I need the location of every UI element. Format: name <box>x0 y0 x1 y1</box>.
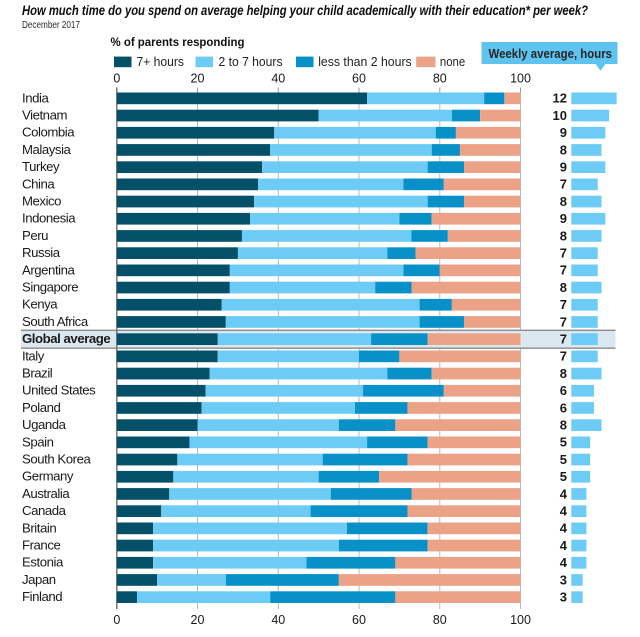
svg-text:Australia: Australia <box>22 486 70 501</box>
svg-text:7: 7 <box>560 349 567 364</box>
svg-text:Colombia: Colombia <box>22 125 75 140</box>
svg-text:Japan: Japan <box>22 572 56 587</box>
svg-text:Finland: Finland <box>22 589 62 604</box>
svg-text:8: 8 <box>560 366 567 381</box>
svg-text:How much time do you spend on: How much time do you spend on average he… <box>22 3 588 18</box>
svg-text:Estonia: Estonia <box>22 555 64 570</box>
svg-text:0: 0 <box>113 613 120 627</box>
svg-text:France: France <box>22 538 60 553</box>
svg-text:20: 20 <box>191 72 205 86</box>
svg-text:Global average: Global average <box>22 331 110 346</box>
svg-text:3: 3 <box>560 572 567 587</box>
svg-text:Turkey: Turkey <box>22 159 60 174</box>
svg-text:8: 8 <box>560 280 567 295</box>
svg-text:Canada: Canada <box>22 503 67 518</box>
svg-text:7: 7 <box>560 297 567 312</box>
svg-text:60: 60 <box>352 72 366 86</box>
svg-text:8: 8 <box>560 194 567 209</box>
svg-text:South Africa: South Africa <box>22 314 89 329</box>
svg-text:India: India <box>22 90 49 105</box>
svg-text:7: 7 <box>560 177 567 192</box>
svg-text:2 to 7 hours: 2 to 7 hours <box>219 55 283 69</box>
svg-text:100: 100 <box>510 613 531 627</box>
svg-text:Vietnam: Vietnam <box>22 108 67 123</box>
svg-text:0: 0 <box>113 72 120 86</box>
svg-text:6: 6 <box>560 400 567 415</box>
svg-text:10: 10 <box>553 108 567 123</box>
svg-text:4: 4 <box>560 504 568 519</box>
svg-text:40: 40 <box>271 613 285 627</box>
svg-text:8: 8 <box>560 142 567 157</box>
svg-text:Weekly average, hours: Weekly average, hours <box>489 47 613 61</box>
svg-text:Russia: Russia <box>22 245 61 260</box>
svg-text:Germany: Germany <box>22 469 74 484</box>
svg-text:60: 60 <box>352 613 366 627</box>
svg-text:Malaysia: Malaysia <box>22 142 72 157</box>
svg-text:China: China <box>22 176 55 191</box>
svg-text:4: 4 <box>560 486 568 501</box>
svg-text:Argentina: Argentina <box>22 262 76 277</box>
svg-text:South Korea: South Korea <box>22 452 91 467</box>
svg-text:100: 100 <box>510 72 531 86</box>
svg-text:5: 5 <box>560 435 567 450</box>
svg-text:9: 9 <box>560 211 567 226</box>
svg-text:% of parents responding: % of parents responding <box>111 35 245 49</box>
svg-text:5: 5 <box>560 452 567 467</box>
svg-text:Italy: Italy <box>22 348 45 363</box>
svg-text:4: 4 <box>560 521 568 536</box>
svg-text:80: 80 <box>433 613 447 627</box>
svg-text:8: 8 <box>560 228 567 243</box>
svg-text:5: 5 <box>560 469 567 484</box>
svg-text:8: 8 <box>560 418 567 433</box>
svg-text:7: 7 <box>560 246 567 261</box>
svg-text:Spain: Spain <box>22 434 54 449</box>
svg-text:Poland: Poland <box>22 400 60 415</box>
svg-text:Peru: Peru <box>22 228 48 243</box>
svg-text:4: 4 <box>560 555 568 570</box>
svg-text:Mexico: Mexico <box>22 194 61 209</box>
svg-text:3: 3 <box>560 590 567 605</box>
svg-text:Uganda: Uganda <box>22 417 67 432</box>
svg-text:7: 7 <box>560 263 567 278</box>
svg-text:United States: United States <box>22 383 96 398</box>
svg-text:80: 80 <box>433 72 447 86</box>
svg-text:20: 20 <box>191 613 205 627</box>
svg-text:none: none <box>440 55 465 69</box>
svg-text:9: 9 <box>560 125 567 140</box>
svg-text:12: 12 <box>553 91 567 106</box>
svg-text:Singapore: Singapore <box>22 280 78 295</box>
svg-text:Kenya: Kenya <box>22 297 58 312</box>
svg-text:4: 4 <box>560 538 568 553</box>
svg-text:Brazil: Brazil <box>22 366 53 381</box>
svg-text:Indonesia: Indonesia <box>22 211 76 226</box>
svg-text:December 2017: December 2017 <box>22 19 80 31</box>
svg-text:Britain: Britain <box>22 520 56 535</box>
svg-text:7+ hours: 7+ hours <box>137 55 185 69</box>
svg-text:less than 2 hours: less than 2 hours <box>318 55 412 69</box>
svg-text:7: 7 <box>560 314 567 329</box>
svg-text:40: 40 <box>271 72 285 86</box>
svg-text:7: 7 <box>560 332 567 347</box>
svg-text:9: 9 <box>560 160 567 175</box>
svg-text:6: 6 <box>560 383 567 398</box>
